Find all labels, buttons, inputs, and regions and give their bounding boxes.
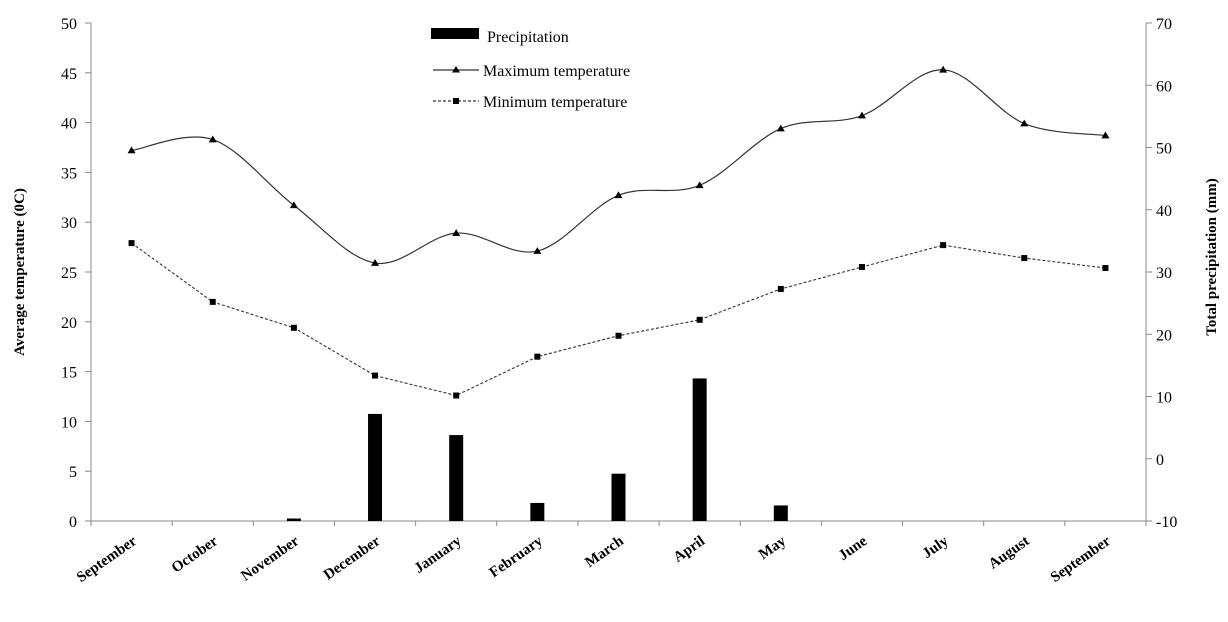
y-tick-label-right: 20 xyxy=(1156,327,1172,344)
y-tick-label-left: 40 xyxy=(61,116,77,133)
y-tick-label-right: 40 xyxy=(1156,203,1172,220)
max-temperature-point xyxy=(208,135,217,143)
precipitation-bar xyxy=(692,378,707,521)
max-temperature-point xyxy=(533,247,542,254)
y-tick-label-right: 70 xyxy=(1156,16,1172,33)
legend-precipitation-label: Precipitation xyxy=(487,29,569,46)
y-tick-label-left: 0 xyxy=(69,514,77,531)
legend-max-label: Maximum temperature xyxy=(483,63,630,80)
y-tick-label-left: 25 xyxy=(61,265,77,282)
min-temperature-point xyxy=(534,353,541,360)
precipitation-bar xyxy=(773,505,788,521)
legend: Precipitation Maximum temperature Minimu… xyxy=(431,28,630,111)
legend-min-marker xyxy=(453,98,459,104)
min-temperature-point xyxy=(128,240,135,247)
precipitation-bar xyxy=(449,435,464,521)
legend-min-label: Minimum temperature xyxy=(483,94,627,111)
min-temperature-point xyxy=(209,298,216,305)
max-temperature-point xyxy=(289,201,298,209)
y-tick-label-left: 15 xyxy=(61,365,77,382)
min-temperature-point xyxy=(453,392,460,399)
y-tick-label-right: 50 xyxy=(1156,141,1172,158)
x-tick-label: April xyxy=(671,533,708,566)
precipitation-bars xyxy=(286,378,788,521)
x-tick-label: January xyxy=(412,533,465,577)
x-tick-label: November xyxy=(238,533,302,585)
x-tick-label: September xyxy=(74,533,140,586)
max-temperature-point xyxy=(776,124,785,132)
x-tick-label: May xyxy=(756,533,789,563)
max-temperature-point xyxy=(857,111,866,119)
y-tick-label-left: 50 xyxy=(61,16,77,33)
x-tick-label: October xyxy=(169,533,221,576)
legend-max-marker xyxy=(452,66,460,73)
min-temperature-line xyxy=(131,242,1106,397)
max-temperature-point xyxy=(614,191,623,199)
min-temperature-point xyxy=(940,242,947,249)
y-tick-label-left: 5 xyxy=(69,464,77,481)
precipitation-bar xyxy=(530,502,545,521)
temperature-lines xyxy=(127,65,1110,399)
precipitation-bar xyxy=(368,413,383,521)
y-axis-title-right: Total precipitation (mm) xyxy=(1204,178,1220,336)
max-temperature-point xyxy=(127,146,136,154)
y-tick-label-left: 10 xyxy=(61,414,77,431)
x-tick-label: December xyxy=(321,533,384,584)
x-tick-label: February xyxy=(487,533,546,581)
max-temperature-point xyxy=(371,259,380,266)
precipitation-bar xyxy=(611,473,626,521)
y-tick-label-left: 45 xyxy=(61,66,77,83)
min-temperature-point xyxy=(858,264,865,271)
y-tick-label-left: 35 xyxy=(61,165,77,182)
min-temperature-point xyxy=(290,324,297,331)
y-tick-label-left: 30 xyxy=(61,215,77,232)
x-tick-label: September xyxy=(1048,533,1114,586)
min-temperature-point xyxy=(1021,255,1028,262)
legend-precipitation-swatch xyxy=(431,28,479,39)
min-temperature-point xyxy=(615,332,622,339)
x-tick-label: August xyxy=(986,533,1033,572)
max-temperature-point xyxy=(695,181,704,189)
y-tick-label-right: -10 xyxy=(1156,514,1177,531)
min-temperature-point xyxy=(777,285,784,292)
max-temperature-point xyxy=(452,229,461,236)
y-tick-label-right: 0 xyxy=(1156,452,1164,469)
min-temperature-point xyxy=(372,372,379,379)
y-axis-title-left: Average temperature (0C) xyxy=(12,188,28,356)
x-tick-label: July xyxy=(920,533,952,562)
max-temperature-point xyxy=(1020,119,1029,127)
y-tick-label-left: 20 xyxy=(61,315,77,332)
min-temperature-point xyxy=(1102,265,1109,272)
y-tick-label-right: 30 xyxy=(1156,265,1172,282)
x-tick-label: March xyxy=(582,533,627,571)
max-temperature-point xyxy=(939,65,948,73)
y-tick-label-right: 10 xyxy=(1156,390,1172,407)
y-tick-label-right: 60 xyxy=(1156,78,1172,95)
min-temperature-point xyxy=(696,316,703,323)
max-temperature-point xyxy=(1101,131,1110,139)
x-tick-label: June xyxy=(836,533,871,564)
precipitation-bar xyxy=(286,518,301,521)
